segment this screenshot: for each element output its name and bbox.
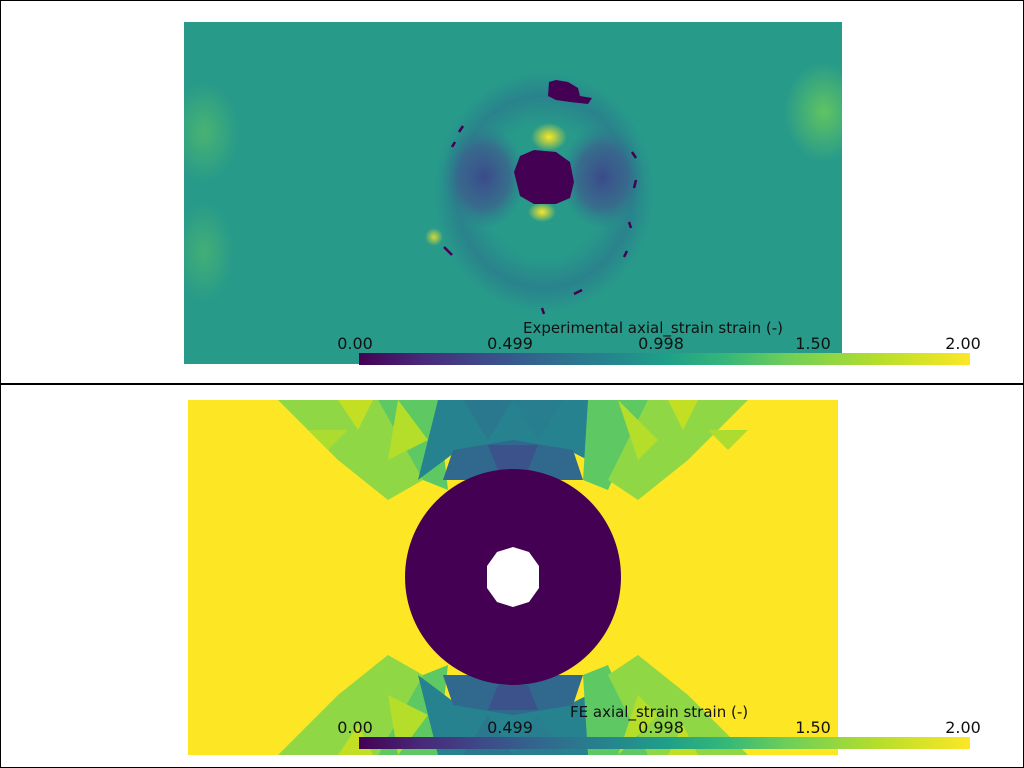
high-strain-spot-bottom xyxy=(528,202,556,222)
low-strain-lobe-left xyxy=(442,125,526,229)
colorbar-tick: 0.00 xyxy=(337,334,373,353)
edge-highlight xyxy=(784,62,842,162)
low-strain-lobe-right xyxy=(560,125,644,229)
masked-hole xyxy=(514,150,574,204)
colorbar-gradient xyxy=(359,353,970,365)
colorbar-title: Experimental axial_strain strain (-) xyxy=(523,319,784,337)
experimental-strain-field[interactable] xyxy=(184,22,842,364)
colorbar-tick: 0.998 xyxy=(638,334,684,353)
colorbar-tick: 0.499 xyxy=(487,718,533,737)
colorbar-tick: 0.499 xyxy=(487,334,533,353)
fe-panel[interactable]: FE axial_strain strain (-) 0.00 0.499 0.… xyxy=(0,384,1024,768)
edge-highlight xyxy=(184,82,239,182)
colorbar-gradient xyxy=(359,737,970,749)
high-strain-spot-top xyxy=(531,123,567,151)
edge-highlight xyxy=(184,202,234,302)
high-strain-spot xyxy=(425,228,443,246)
colorbar-tick: 1.50 xyxy=(795,334,831,353)
colorbar-title: FE axial_strain strain (-) xyxy=(570,703,749,721)
fe-hole xyxy=(487,547,539,607)
mesh-region-top xyxy=(278,400,748,500)
experimental-panel[interactable]: Experimental axial_strain strain (-) 0.0… xyxy=(0,0,1024,384)
colorbar-tick: 2.00 xyxy=(945,334,981,353)
speckle-noise xyxy=(443,125,638,315)
masked-blob xyxy=(548,80,592,104)
colorbar-tick: 0.998 xyxy=(638,718,684,737)
fe-strain-field[interactable] xyxy=(188,400,838,755)
colorbar-ticks: 0.00 0.499 0.998 1.50 2.00 xyxy=(331,334,991,353)
colorbar-tick: 1.50 xyxy=(795,718,831,737)
colorbar-ticks: 0.00 0.499 0.998 1.50 2.00 xyxy=(331,718,991,737)
colorbar-tick: 2.00 xyxy=(945,718,981,737)
colorbar-tick: 0.00 xyxy=(337,718,373,737)
